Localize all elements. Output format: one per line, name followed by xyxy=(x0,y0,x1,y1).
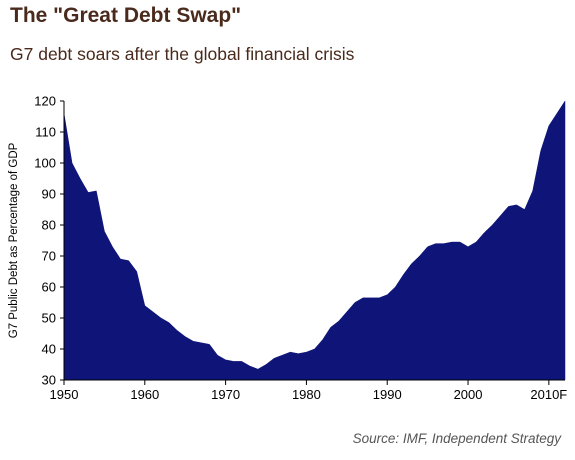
x-tick-label-1990: 1990 xyxy=(373,387,402,402)
y-tick-label-120: 120 xyxy=(34,94,56,109)
chart-title: The "Great Debt Swap" xyxy=(10,4,242,27)
y-tick-label-50: 50 xyxy=(42,311,56,326)
x-tick-label-2010: 2010F xyxy=(530,387,567,402)
debt-area-series-0 xyxy=(63,100,566,381)
x-tick-label-1950: 1950 xyxy=(50,387,79,402)
x-tick-label-2000: 2000 xyxy=(454,387,483,402)
y-tick-label-90: 90 xyxy=(42,187,56,202)
chart-subtitle: G7 debt soars after the global financial… xyxy=(10,44,355,64)
y-tick-label-80: 80 xyxy=(42,218,56,233)
y-tick-label-60: 60 xyxy=(42,280,56,295)
source-note: Source: IMF, Independent Strategy xyxy=(352,431,561,446)
y-tick-label-30: 30 xyxy=(42,373,56,388)
y-tick-label-110: 110 xyxy=(35,125,56,140)
x-tick-label-1980: 1980 xyxy=(292,387,321,402)
x-tick-label-1970: 1970 xyxy=(211,387,240,402)
y-axis-title: G7 Public Debt as Percentage of GDP xyxy=(8,142,20,338)
y-tick-label-100: 100 xyxy=(34,156,56,171)
y-tick-label-40: 40 xyxy=(42,342,56,357)
y-tick-label-70: 70 xyxy=(42,249,56,264)
x-tick-label-1960: 1960 xyxy=(130,387,159,402)
